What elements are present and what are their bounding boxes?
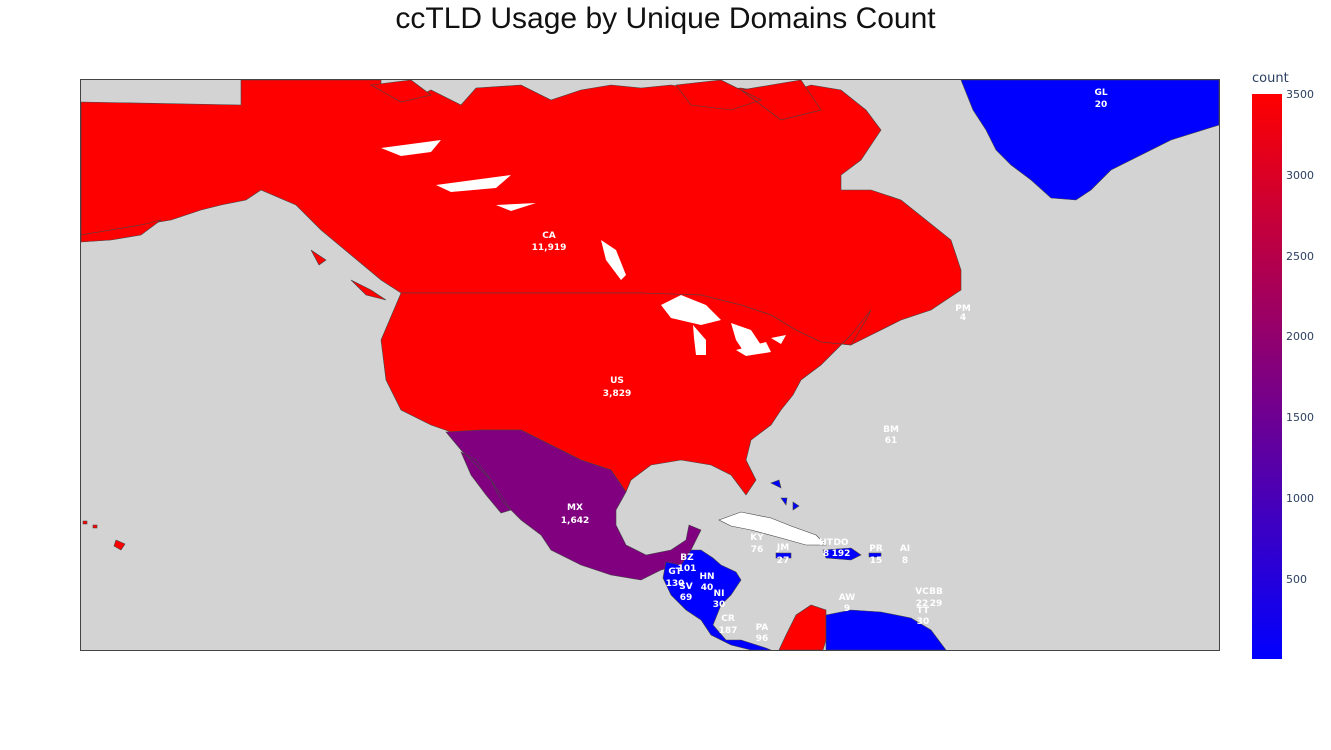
label-mx-code: MX <box>567 503 583 513</box>
label-hn-count: 40 <box>701 583 714 593</box>
label-mx-count: 1,642 <box>561 516 589 526</box>
label-bb-code: BB <box>929 587 943 597</box>
label-ht-count: 8 <box>823 549 829 559</box>
colorbar-tick: 500 <box>1286 572 1307 586</box>
label-ky-code: KY <box>750 533 764 543</box>
map-labels: GL 20 CA 11,919 PM 4 US 3,829 BM 61 MX 1… <box>532 88 1108 644</box>
label-bm-code: BM <box>883 425 899 435</box>
region-canada[interactable] <box>81 80 962 346</box>
label-us-count: 3,829 <box>603 389 631 399</box>
region-canada-islands <box>370 80 822 121</box>
label-ky-count: 76 <box>751 545 764 555</box>
label-vc-count: 22 <box>916 599 929 609</box>
label-cr-count: 187 <box>719 626 738 636</box>
map-frame[interactable]: GL 20 CA 11,919 PM 4 US 3,829 BM 61 MX 1… <box>80 79 1220 651</box>
label-sv-count: 69 <box>680 593 693 603</box>
map-svg[interactable]: GL 20 CA 11,919 PM 4 US 3,829 BM 61 MX 1… <box>81 80 1219 650</box>
label-sv-code: SV <box>679 582 692 592</box>
label-pa-code: PA <box>756 623 769 633</box>
label-tt-count: 30 <box>917 617 930 627</box>
colorbar-tick: 1000 <box>1286 492 1314 506</box>
label-gl-code: GL <box>1094 88 1107 98</box>
region-jamaica <box>775 552 882 559</box>
label-bb-count: 29 <box>930 599 943 609</box>
label-ai-code: AI <box>900 544 910 554</box>
label-gt-count: 130 <box>666 579 685 589</box>
label-ni-code: NI <box>714 589 725 599</box>
label-us-code: US <box>610 376 624 386</box>
colorbar-tick: 3000 <box>1286 168 1314 182</box>
label-jm-code: JM <box>776 543 789 553</box>
region-colombia[interactable] <box>778 604 827 650</box>
label-ni-count: 30 <box>713 600 726 610</box>
label-hn-code: HN <box>699 572 714 582</box>
label-pr-count: 15 <box>870 556 883 566</box>
label-do-count: 192 <box>832 549 851 559</box>
region-central-america[interactable] <box>662 549 772 650</box>
region-bahamas <box>770 479 800 511</box>
region-greenland[interactable] <box>960 80 1219 201</box>
label-jm-count: 27 <box>777 556 790 566</box>
chart-title: ccTLD Usage by Unique Domains Count <box>395 2 936 35</box>
colorbar-tick: 3500 <box>1286 88 1314 101</box>
colorbar-tick: 2000 <box>1286 330 1314 344</box>
lakes <box>381 140 786 356</box>
label-pr-code: PR <box>869 544 883 554</box>
region-venezuela[interactable] <box>825 609 947 650</box>
region-cuba <box>718 511 827 546</box>
colorbar-title: count <box>1252 71 1289 86</box>
label-bz-count: 101 <box>678 564 697 574</box>
label-pm-code: PM <box>955 304 971 314</box>
label-ca-code: CA <box>542 231 556 241</box>
region-hawaii <box>82 520 126 551</box>
label-tt-code: TT <box>917 606 930 616</box>
label-gl-count: 20 <box>1095 100 1108 110</box>
region-hispaniola <box>822 547 862 561</box>
label-aw-code: AW <box>839 593 856 603</box>
label-pm-count: 4 <box>960 313 966 323</box>
label-do-code: DO <box>833 538 848 548</box>
label-aw-count: 9 <box>844 604 850 614</box>
colorbar <box>1252 94 1282 659</box>
label-bm-count: 61 <box>885 436 898 446</box>
label-pa-count: 96 <box>756 634 769 644</box>
label-ai-count: 8 <box>902 556 908 566</box>
colorbar-tick: 2500 <box>1286 249 1314 263</box>
region-alaska <box>81 219 387 301</box>
label-cr-code: CR <box>721 614 735 624</box>
label-vc-code: VC <box>915 587 929 597</box>
label-ca-count: 11,919 <box>532 243 567 253</box>
label-bz-code: BZ <box>680 553 694 563</box>
label-gt-code: GT <box>668 567 682 577</box>
label-ht-code: HT <box>819 538 834 548</box>
colorbar-tick: 1500 <box>1286 411 1314 425</box>
region-mexico[interactable] <box>445 429 702 581</box>
